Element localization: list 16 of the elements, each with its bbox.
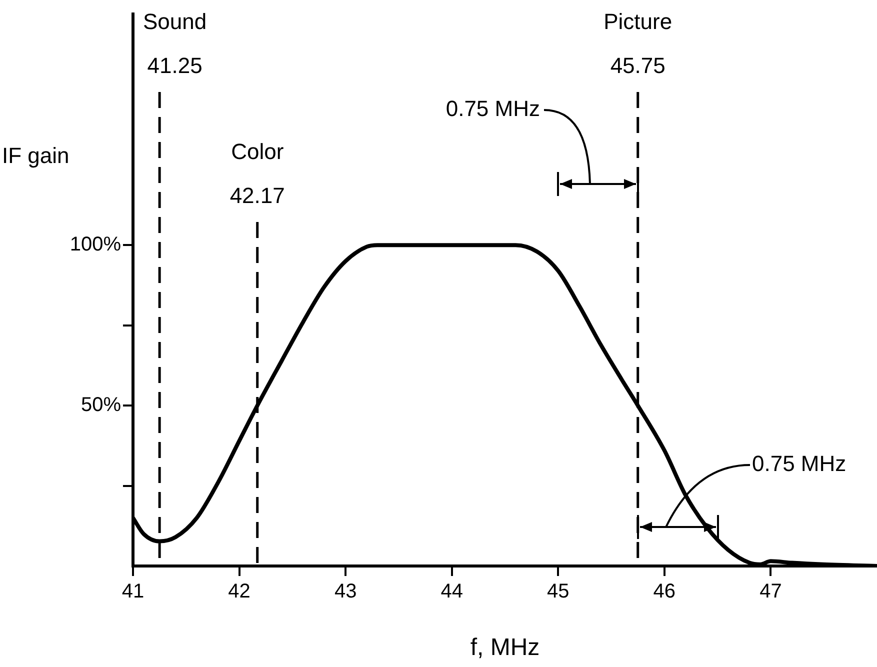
y-tick-label: 50% [80,394,122,416]
y-axis-title: IF gain [2,143,70,168]
x-tick-label: 45 [547,580,570,603]
annotation: 0.75 MHz [752,451,846,476]
x-tick-label: 47 [760,580,782,603]
x-tick-label: 42 [228,580,250,603]
x-axis-title: f, MHz [470,634,540,662]
ref-line-label: Picture 45.75 [604,9,672,78]
y-tick-label: 100% [70,234,122,256]
x-tick-label: 41 [122,580,144,603]
x-tick-label: 44 [440,580,463,603]
ref-line-label: Color 42.17 [230,139,285,208]
ref-line-label: Sound 41.25 [142,9,207,78]
annotation: 0.75 MHz [446,96,540,122]
x-tick-label: 46 [653,580,676,603]
x-tick-label: 43 [334,580,357,603]
